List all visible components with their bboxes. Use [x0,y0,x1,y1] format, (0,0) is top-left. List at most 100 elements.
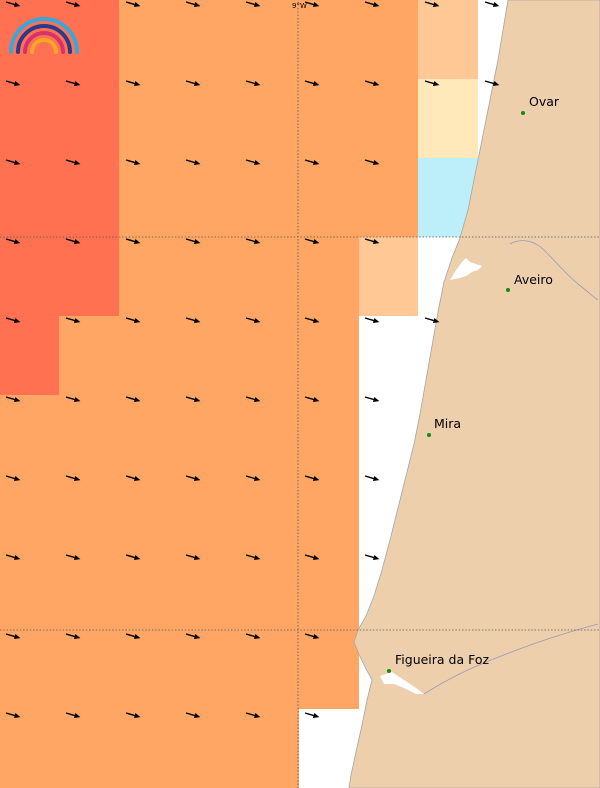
direction-arrow [125,80,141,86]
direction-arrow [424,317,440,323]
direction-arrow [484,80,500,86]
direction-arrow [245,238,261,244]
city-label: Ovar [529,94,560,109]
direction-arrow [424,1,440,7]
city-dot [387,669,391,673]
forecast-cell-low [359,237,418,316]
direction-arrow [125,1,141,7]
direction-arrow [5,159,21,165]
forecast-cell-mid [59,316,359,395]
direction-arrow [245,80,261,86]
direction-arrow [125,712,141,718]
direction-arrow [125,633,141,639]
forecast-cell-mid [0,709,299,788]
direction-arrow [304,475,320,481]
direction-arrow [5,633,21,639]
direction-arrow [185,238,201,244]
direction-arrow [125,317,141,323]
direction-arrow [245,475,261,481]
direction-arrow [245,317,261,323]
direction-arrow [65,1,81,7]
direction-arrow [245,1,261,7]
direction-arrow [5,238,21,244]
city-label: Aveiro [514,272,553,287]
direction-arrow [185,1,201,7]
direction-arrow [5,712,21,718]
direction-arrow-layer [5,1,500,718]
city-dot [427,433,431,437]
direction-arrow [364,238,380,244]
direction-arrow [5,475,21,481]
direction-arrow [65,396,81,402]
direction-arrow [5,80,21,86]
city-ovar[interactable]: Ovar [521,94,560,115]
land-portugal-coast [348,0,600,788]
direction-arrow [5,396,21,402]
forecast-cell-mid [119,237,359,316]
direction-arrow [245,712,261,718]
forecast-cell-low [418,0,478,79]
direction-arrow [185,475,201,481]
city-aveiro[interactable]: Aveiro [506,272,553,292]
direction-arrow [245,633,261,639]
direction-arrow [185,554,201,560]
direction-arrow [245,396,261,402]
direction-arrow [125,396,141,402]
river-vouga [509,240,599,301]
forecast-cell-lower [418,79,478,158]
direction-arrow [304,238,320,244]
direction-arrow [304,317,320,323]
direction-arrow [185,396,201,402]
direction-arrow [65,712,81,718]
direction-arrow [125,554,141,560]
direction-arrow [125,475,141,481]
direction-arrow [5,317,21,323]
direction-arrow [304,1,320,7]
city-dot [506,288,510,292]
direction-arrow [65,475,81,481]
direction-arrow [65,317,81,323]
direction-arrow [304,396,320,402]
city-mira[interactable]: Mira [427,416,461,437]
forecast-cell-layer [0,0,478,788]
direction-arrow [65,633,81,639]
direction-arrow [245,554,261,560]
direction-arrow [65,80,81,86]
direction-arrow [185,633,201,639]
direction-arrow [304,80,320,86]
direction-arrow [185,317,201,323]
direction-arrow [65,159,81,165]
estuary-mondego [380,672,424,694]
direction-arrow [5,1,21,7]
city-label: Figueira da Foz [395,652,490,667]
rainbow-arcs-icon [9,17,79,54]
direction-arrow [304,554,320,560]
forecast-cell-mid [119,0,418,237]
direction-arrow [424,80,440,86]
direction-arrow [364,317,380,323]
city-dot [521,111,525,115]
direction-arrow [364,159,380,165]
direction-arrow [125,238,141,244]
direction-arrow [364,475,380,481]
direction-arrow [185,159,201,165]
direction-arrow [304,633,320,639]
direction-arrow [364,1,380,7]
direction-arrow [245,159,261,165]
direction-arrow [304,159,320,165]
direction-arrow [185,712,201,718]
direction-arrow [304,712,320,718]
direction-arrow [484,1,500,7]
lagoon-aveiro [450,258,482,280]
direction-arrow [364,80,380,86]
direction-arrow [185,80,201,86]
direction-arrow [65,238,81,244]
river-mondego [423,623,599,695]
forecast-cell-high [0,316,59,395]
forecast-cell-mid [0,395,359,709]
city-figueira-da-foz[interactable]: Figueira da Foz [387,652,490,673]
direction-arrow [125,159,141,165]
graticule-label: 9°W [292,2,307,10]
direction-arrow [364,396,380,402]
